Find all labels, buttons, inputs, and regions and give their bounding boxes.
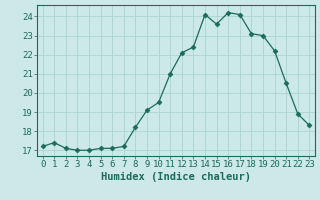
X-axis label: Humidex (Indice chaleur): Humidex (Indice chaleur) xyxy=(101,172,251,182)
